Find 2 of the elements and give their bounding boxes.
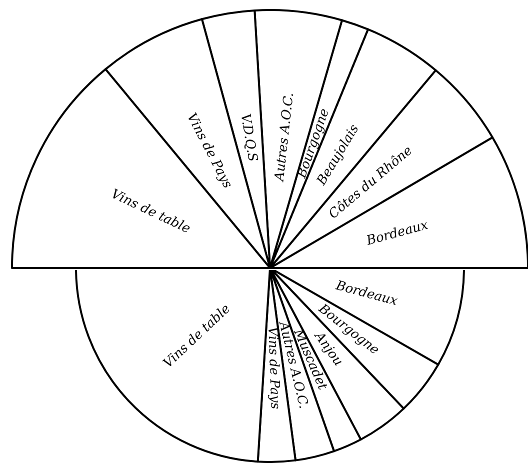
slice-label: Autres A.O.C.: [272, 92, 298, 183]
slice-label: V.D.Q.S: [237, 112, 260, 163]
